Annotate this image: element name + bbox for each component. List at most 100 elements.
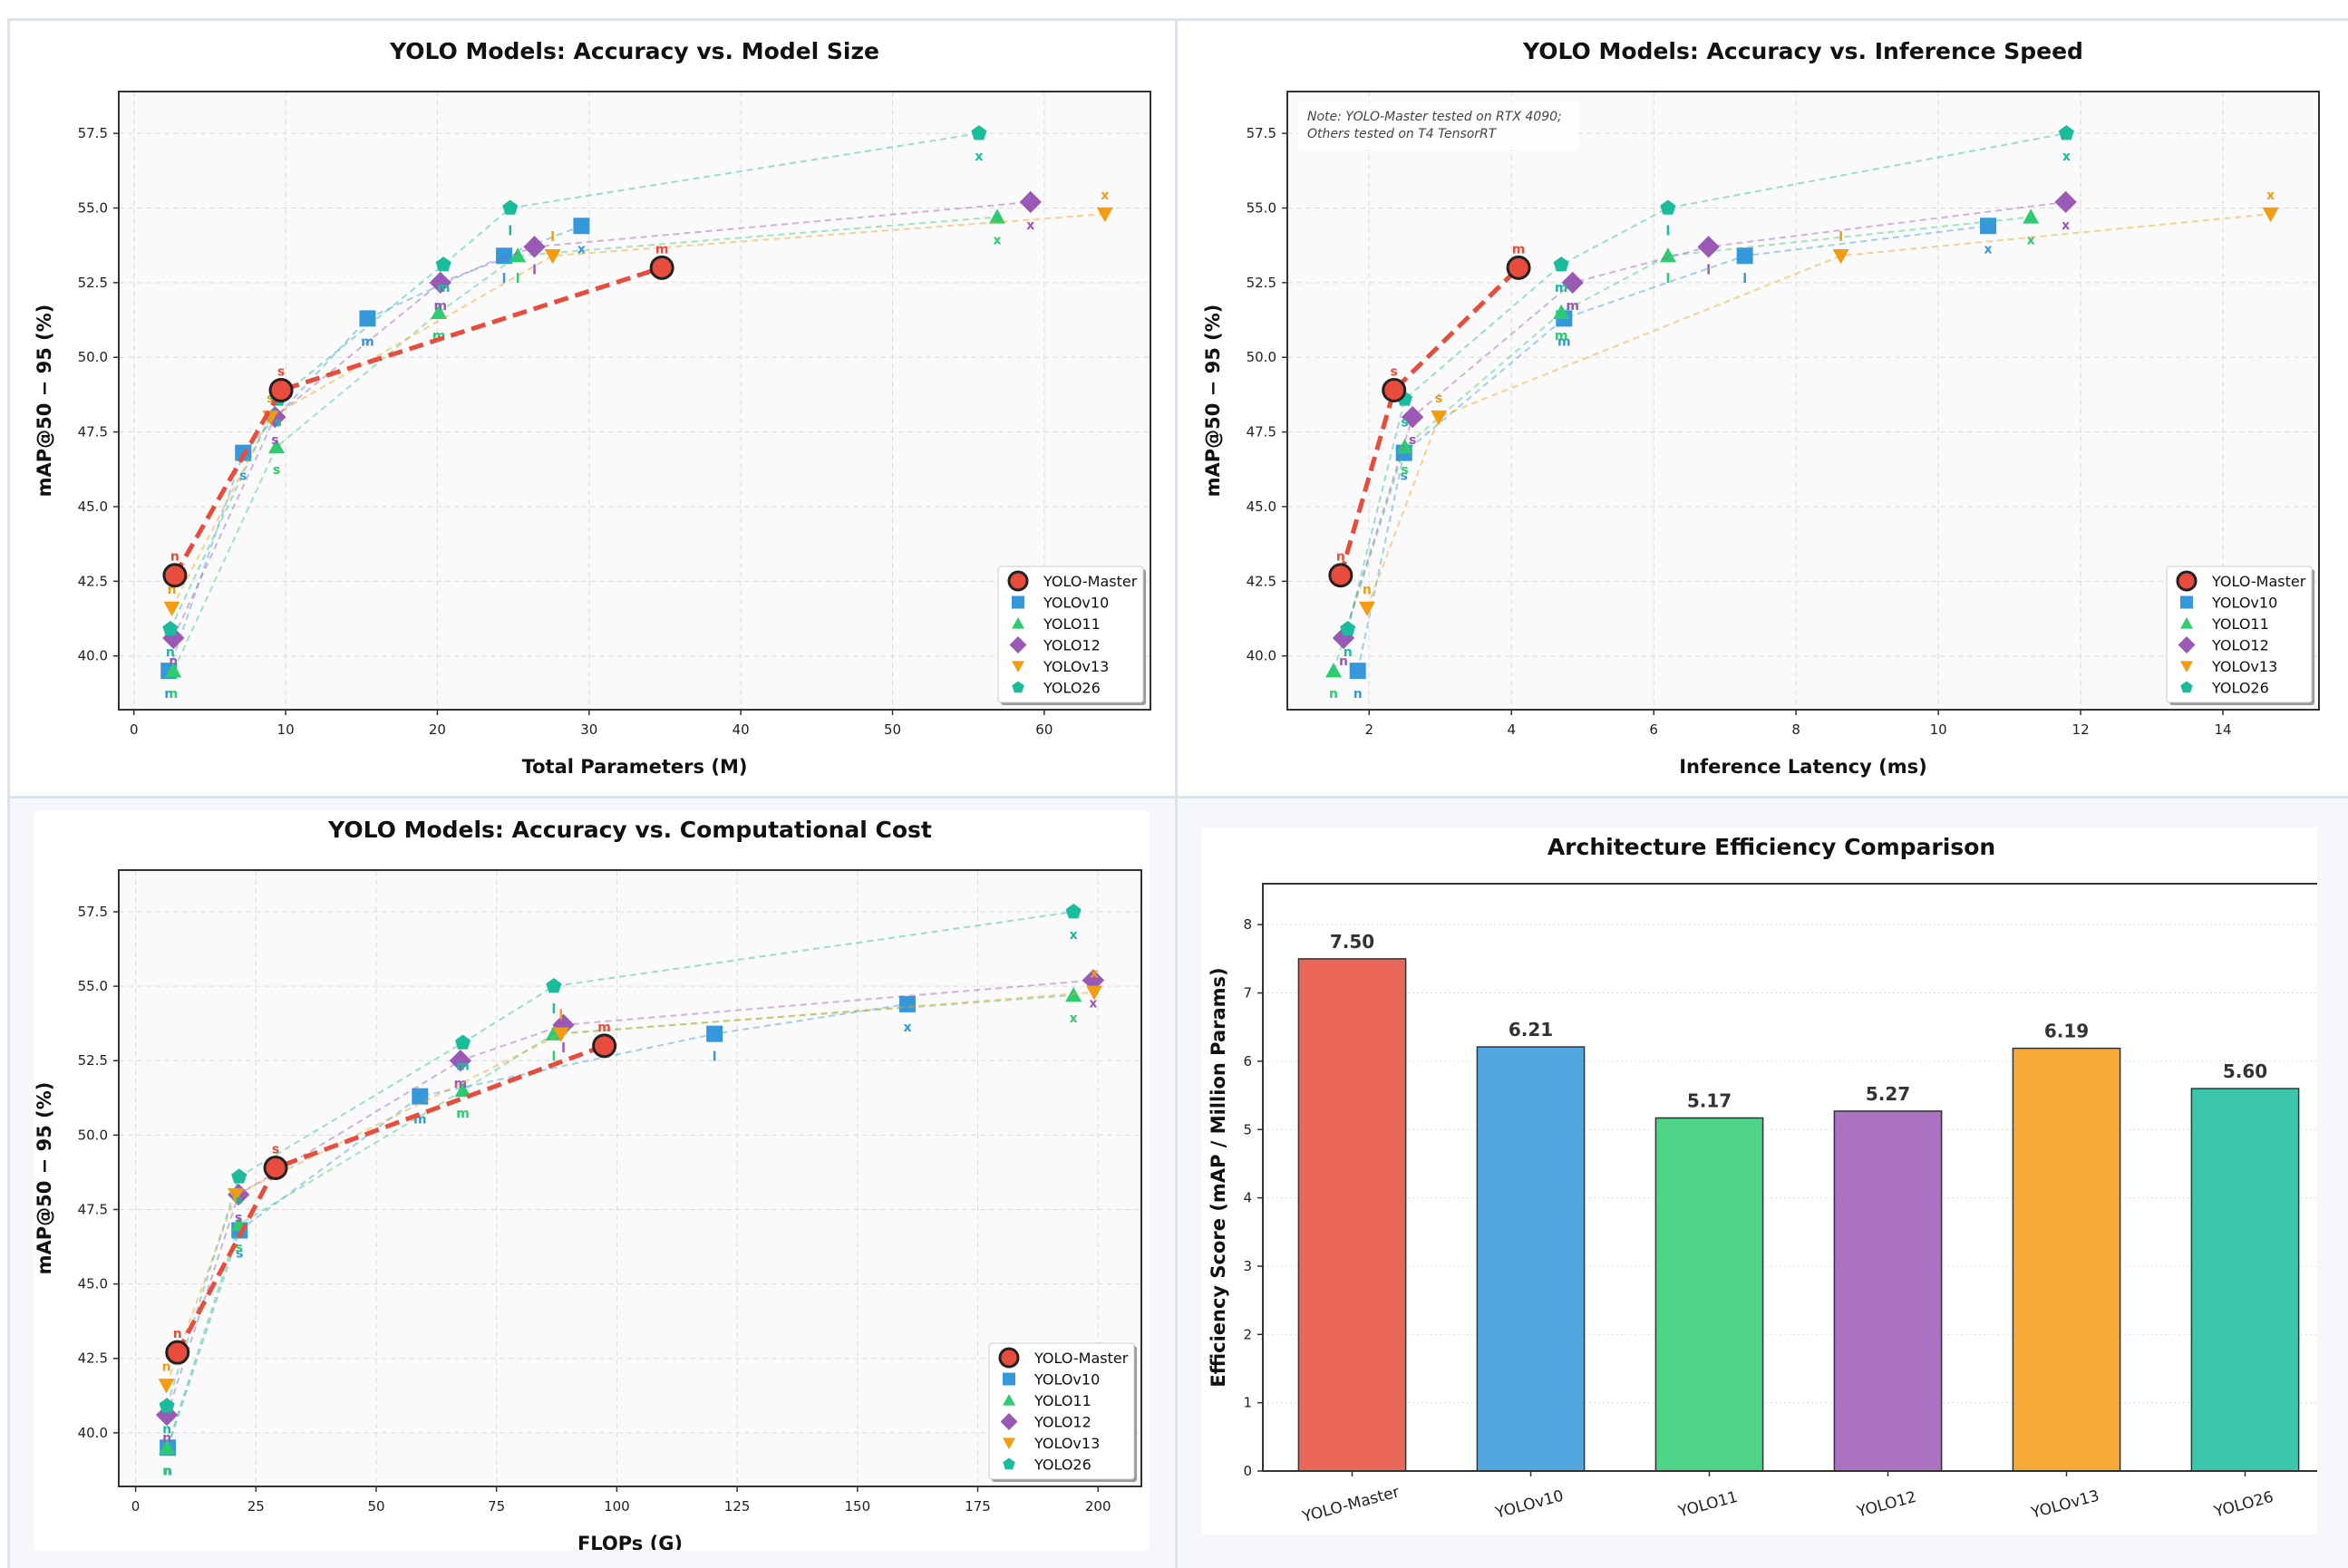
x-axis-label: Inference Latency (ms): [1679, 756, 1927, 778]
point-size-label: n: [1353, 687, 1363, 702]
point-size-label: m: [1555, 329, 1568, 344]
point-size-label: s: [236, 1193, 243, 1207]
legend-marker: [2180, 617, 2193, 629]
point-size-label: n: [169, 654, 178, 669]
y-tick-label: 8: [1243, 916, 1252, 933]
point-size-label: l: [558, 1009, 563, 1023]
x-tick-label: 6: [1649, 721, 1658, 738]
y-tick-label: 3: [1243, 1258, 1252, 1274]
x-tick-label: 60: [1035, 721, 1053, 738]
x-tick-label: 50: [884, 721, 901, 738]
x-tick-label: 175: [965, 1498, 991, 1515]
point-size-label: n: [162, 1422, 171, 1437]
series-line: [165, 991, 1095, 1386]
chart-title: YOLO Models: Accuracy vs. Inference Spee…: [1522, 38, 2083, 64]
chart-accuracy-vs-flops: YOLO Models: Accuracy vs. Computational …: [34, 817, 1142, 1554]
point-size-label: n: [168, 583, 177, 597]
plot-area: [119, 92, 1150, 710]
series-yolo26: n s m l x: [159, 904, 1082, 1437]
legend-marker: [1003, 1394, 1015, 1406]
data-point: [159, 1398, 175, 1413]
point-size-label: n: [173, 1327, 182, 1341]
point-size-label: n: [1363, 583, 1372, 597]
data-point: [545, 1025, 562, 1040]
plot-area: [1287, 92, 2319, 710]
data-point: [1553, 256, 1569, 272]
data-point: [163, 601, 180, 616]
legend-box: [997, 566, 1144, 703]
y-tick-label: 50.0: [78, 349, 108, 365]
x-axis-label: FLOPs (G): [577, 1533, 683, 1550]
plot-area: [1263, 884, 2334, 1471]
x-tick-label: 150: [844, 1498, 870, 1515]
row-divider: [7, 796, 2348, 799]
point-size-label: l: [508, 224, 512, 238]
series-yolo-master: n s m: [165, 1021, 617, 1365]
x-tick-label: 50: [367, 1498, 384, 1515]
point-size-label: l: [551, 1002, 556, 1017]
data-point: [496, 247, 513, 265]
data-point: [158, 1379, 175, 1394]
bar-value-label: 6.19: [2044, 1021, 2089, 1042]
point-size-label: s: [239, 469, 247, 484]
data-point: [2262, 207, 2279, 223]
data-point: [592, 1033, 617, 1059]
legend-label: YOLO12: [1043, 637, 1101, 654]
y-tick-label: 52.5: [1247, 275, 1276, 291]
x-tick-label: YOLOv10: [1493, 1487, 1566, 1523]
data-point: [1506, 255, 1531, 280]
point-size-label: s: [275, 415, 282, 430]
y-tick-label: 52.5: [78, 1052, 108, 1069]
plot-frame: [118, 91, 1151, 711]
legend-marker: [1012, 681, 1024, 693]
legend-marker: [1012, 595, 1024, 609]
point-size-label: l: [1665, 224, 1670, 238]
legend-marker: [1007, 570, 1029, 592]
data-point: [1065, 904, 1082, 919]
data-point: [1396, 439, 1413, 454]
data-point: [971, 125, 987, 140]
legend-box: [988, 1342, 1135, 1480]
data-point: [1736, 247, 1753, 265]
legend-label: YOLO11: [2211, 615, 2269, 633]
series-line: [172, 200, 1031, 639]
point-size-label: s: [267, 392, 274, 406]
chart-accuracy-vs-inference-speed: YOLO Models: Accuracy vs. Inference Spee…: [1202, 38, 2320, 778]
point-size-label: m: [1512, 242, 1526, 256]
point-size-label: l: [713, 1050, 717, 1065]
data-point: [268, 439, 286, 454]
legend-label: YOLO26: [1043, 680, 1101, 697]
series-line: [1365, 213, 2271, 609]
y-tick-label: 47.5: [78, 424, 108, 440]
point-size-label: n: [166, 645, 175, 660]
x-tick-label: 75: [488, 1498, 505, 1515]
legend-marker: [1003, 1437, 1015, 1449]
legend-marker: [1009, 636, 1027, 653]
data-point: [162, 621, 179, 636]
plot-frame: [1286, 91, 2320, 711]
point-size-label: x: [1090, 967, 1098, 982]
legend-marker: [1012, 617, 1024, 629]
data-point: [165, 1340, 190, 1365]
legend-marker: [2180, 595, 2193, 609]
point-size-label: n: [163, 1464, 172, 1478]
legend-label: YOLO26: [2211, 680, 2269, 697]
series-line: [167, 1002, 908, 1448]
data-point: [412, 1088, 429, 1105]
data-point: [2023, 208, 2040, 224]
point-size-label: l: [532, 263, 537, 277]
legend-box: [2166, 566, 2313, 703]
y-tick-label: 45.0: [78, 498, 108, 515]
y-tick-label: 50.0: [1247, 349, 1276, 365]
point-size-label: l: [1706, 263, 1711, 277]
y-tick-label: 45.0: [78, 1276, 108, 1292]
chart-efficiency-comparison: Architecture Efficiency Comparison 0 1 2 3 4 5…: [1208, 834, 2335, 1526]
data-point: [1096, 207, 1113, 223]
y-tick-label: 42.5: [1247, 573, 1276, 589]
data-point: [231, 1168, 247, 1184]
x-tick-label: 12: [2072, 721, 2090, 738]
dashboard-frame: [7, 18, 2348, 1568]
legend-marker: [1000, 1413, 1018, 1430]
y-axis-label: mAP@50 − 95 (%): [1202, 305, 1224, 498]
point-size-label: l: [561, 1041, 566, 1056]
